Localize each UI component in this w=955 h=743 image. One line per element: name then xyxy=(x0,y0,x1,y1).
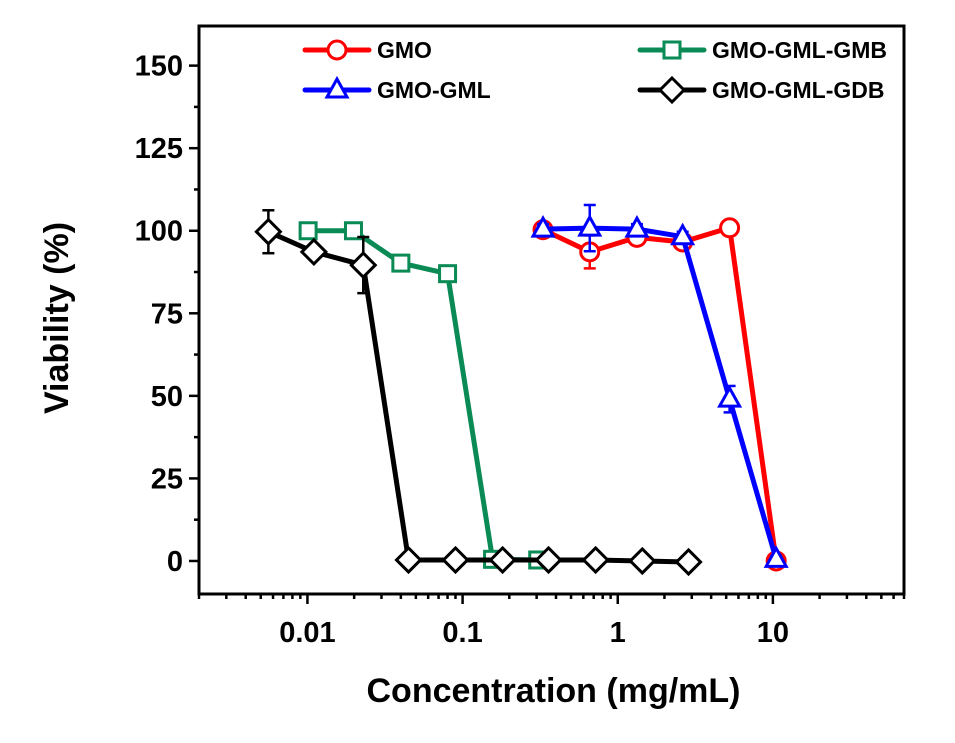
data-point xyxy=(581,545,610,575)
y-tick-label: 75 xyxy=(151,298,183,330)
y-tick-label: 25 xyxy=(151,463,183,495)
legend-label: GMO-GML-GMB xyxy=(712,37,887,63)
data-point xyxy=(298,221,318,241)
data-point xyxy=(763,545,789,568)
data-point xyxy=(343,221,363,241)
data-point xyxy=(488,545,517,575)
legend-marker xyxy=(657,75,687,105)
x-tick-label: 0.01 xyxy=(279,617,335,649)
legend-marker xyxy=(662,40,682,60)
legend-label: GMO xyxy=(377,37,432,63)
data-point xyxy=(674,547,703,577)
data-point xyxy=(391,253,411,273)
plot-marks xyxy=(254,203,789,577)
data-point xyxy=(441,545,470,575)
y-axis-title: Viability (%) xyxy=(38,222,76,414)
data-point xyxy=(394,545,423,575)
data-point xyxy=(438,264,458,284)
legend-label: GMO-GML xyxy=(377,77,491,103)
series-line xyxy=(542,225,779,561)
data-point xyxy=(299,237,328,267)
series-line xyxy=(308,228,538,563)
series-gmo-gml xyxy=(530,203,789,568)
y-tick-label: 150 xyxy=(135,51,183,83)
legend-item: GMO-GML-GMB xyxy=(637,37,887,63)
legend-marker xyxy=(324,75,350,99)
legend-marker xyxy=(326,39,348,61)
legend-label: GMO-GML-GDB xyxy=(712,77,884,103)
y-tick-label: 100 xyxy=(135,216,183,248)
series-gmo-gml-gmb xyxy=(298,221,548,570)
data-point xyxy=(624,215,650,238)
y-tick-label: 50 xyxy=(151,381,183,413)
data-point xyxy=(577,214,603,237)
data-point xyxy=(530,215,556,238)
data-point xyxy=(628,546,657,576)
x-axis: 0.01 0.1 1 10 xyxy=(197,594,906,649)
plot-frame xyxy=(197,24,906,596)
series-gmo xyxy=(532,217,787,572)
y-axis: 0 25 50 75 100 125 150 xyxy=(135,51,199,578)
data-point xyxy=(254,217,283,246)
series-line xyxy=(267,229,689,565)
legend: GMO GMO-GML GMO-GML-GMB GMO-GML-GDB xyxy=(302,37,887,105)
legend-item: GMO-GML xyxy=(302,75,491,103)
x-tick-label: 1 xyxy=(610,617,626,649)
data-point xyxy=(670,222,696,246)
x-tick-label: 10 xyxy=(757,617,789,649)
data-point xyxy=(719,217,741,239)
data-point xyxy=(534,545,563,575)
data-point xyxy=(349,250,378,280)
y-tick-label: 0 xyxy=(167,546,183,578)
series-line xyxy=(541,225,779,562)
legend-item: GMO-GML-GDB xyxy=(637,75,884,105)
legend-item: GMO xyxy=(302,37,432,63)
y-tick-label: 125 xyxy=(135,133,183,165)
x-tick-label: 0.1 xyxy=(442,617,482,649)
x-axis-title: Concentration (mg/mL) xyxy=(367,672,741,710)
series-gmo-gml-gdb xyxy=(254,209,703,577)
data-point xyxy=(717,385,743,408)
